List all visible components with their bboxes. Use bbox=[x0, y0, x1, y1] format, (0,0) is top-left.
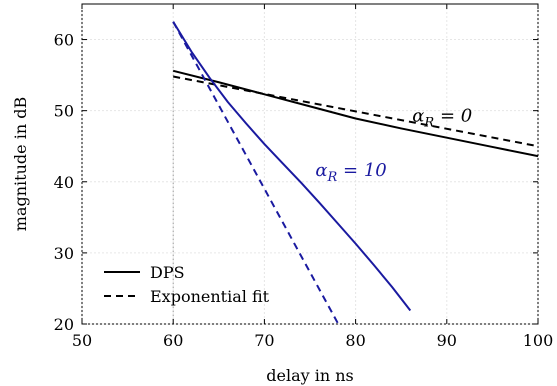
series-line-alpha0-dps bbox=[172, 69, 538, 158]
annotations: αR = 0 αR = 10 bbox=[315, 105, 472, 185]
x-tick-label-1: 60 bbox=[163, 331, 183, 350]
grid bbox=[81, 4, 539, 325]
y-tick-label-2: 40 bbox=[54, 173, 74, 192]
legend-label-0: DPS bbox=[150, 263, 185, 282]
y-tick-label-0: 20 bbox=[54, 315, 74, 334]
x-axis-label: delay in ns bbox=[266, 366, 354, 385]
x-tick-label-0: 50 bbox=[72, 331, 92, 350]
y-tick-label-4: 60 bbox=[54, 31, 74, 50]
y-axis-label: magnitude in dB bbox=[11, 97, 30, 231]
y-tick-label-1: 30 bbox=[54, 244, 74, 263]
series-line-alpha10-fit bbox=[172, 21, 340, 324]
x-tick-label-4: 90 bbox=[437, 331, 457, 350]
axis-ticks: 50 60 70 80 90 100 20 30 40 50 60 bbox=[54, 4, 554, 350]
legend: DPS Exponential fit bbox=[104, 263, 270, 306]
legend-label-1: Exponential fit bbox=[150, 287, 270, 306]
annotation-0: αR = 0 bbox=[412, 105, 472, 130]
x-tick-label-2: 70 bbox=[254, 331, 274, 350]
y-tick-label-3: 50 bbox=[54, 102, 74, 121]
x-tick-label-3: 80 bbox=[345, 331, 365, 350]
series-line-alpha0-fit bbox=[173, 75, 538, 148]
x-tick-label-5: 100 bbox=[523, 331, 554, 350]
series-group bbox=[172, 21, 538, 324]
series-line-alpha10-dps bbox=[172, 21, 412, 312]
annotation-1: αR = 10 bbox=[315, 160, 386, 185]
